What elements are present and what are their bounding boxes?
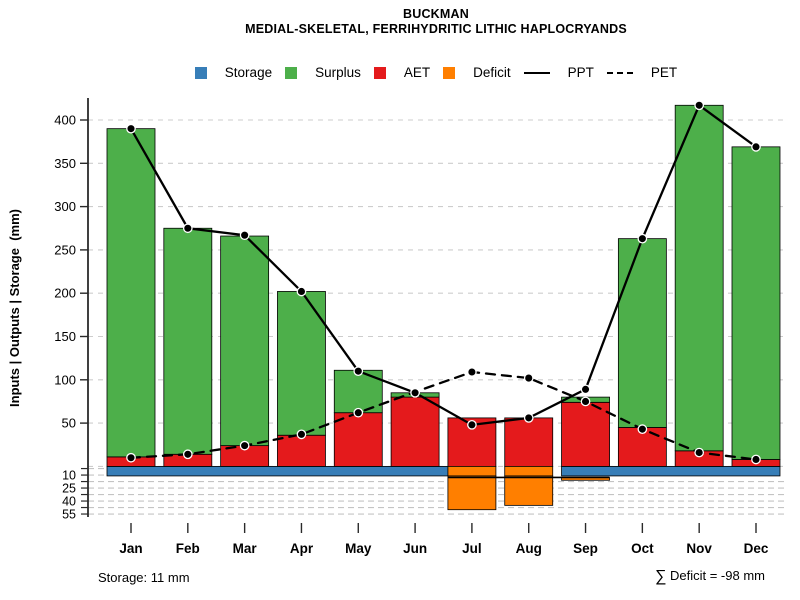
surplus-bar <box>731 146 781 460</box>
storage-swatch-icon <box>194 66 207 79</box>
pet-point <box>751 454 761 465</box>
y-lower-tick-label: 25 <box>62 482 76 496</box>
month-label: Aug <box>516 541 542 556</box>
y-tick-label: 50 <box>62 416 76 431</box>
chart-legend: Storage Surplus AET Deficit PPT PET <box>36 65 800 80</box>
month-label: Jun <box>403 541 427 556</box>
depleted-storage-band <box>447 465 497 477</box>
y-lower-tick-label: 55 <box>62 508 76 522</box>
aet-bar <box>277 434 326 467</box>
surplus-bar <box>674 104 724 452</box>
sigma-symbol: ∑ <box>654 568 667 585</box>
surplus-bar <box>617 238 667 428</box>
ppt-point <box>126 123 136 134</box>
storage-band <box>561 465 781 477</box>
legend-label: Deficit <box>473 65 511 80</box>
ppt-point <box>523 413 534 423</box>
legend-item-surplus: Surplus <box>285 65 361 80</box>
aet-swatch-icon <box>373 66 386 79</box>
legend-item-aet: AET <box>373 65 431 80</box>
depleted-storage-band <box>504 465 554 477</box>
ppt-point <box>637 233 648 244</box>
pet-line-sample-icon <box>606 71 633 74</box>
legend-label: Storage <box>224 65 273 80</box>
month-label: Jul <box>462 541 482 556</box>
ppt-point <box>410 387 420 398</box>
pet-point <box>182 449 193 460</box>
legend-item-ppt: PPT <box>523 65 594 80</box>
ppt-point <box>694 100 705 111</box>
y-tick-label: 250 <box>54 242 76 257</box>
aet-bar <box>504 417 554 467</box>
legend-item-pet: PET <box>606 65 678 80</box>
surplus-bar <box>277 291 326 436</box>
legend-label: Surplus <box>315 65 361 80</box>
chart-subtitle: MEDIAL-SKELETAL, FERRIHYDRITIC LITHIC HA… <box>245 22 627 36</box>
pet-point <box>694 447 705 458</box>
ppt-line-sample-icon <box>523 71 550 74</box>
y-tick-label: 350 <box>54 156 76 171</box>
ppt-point <box>239 230 250 241</box>
pet-point <box>126 452 136 463</box>
pet-point <box>296 429 307 440</box>
pet-point <box>580 396 591 407</box>
ppt-point <box>296 286 307 297</box>
surplus-bar <box>106 128 156 458</box>
legend-item-storage: Storage <box>194 65 273 80</box>
month-label: Nov <box>686 541 712 556</box>
deficit-sum-note: ∑ Deficit = -98 mm <box>655 568 765 586</box>
month-label: Mar <box>233 541 258 556</box>
aet-bar <box>333 412 383 467</box>
month-label: Apr <box>290 541 314 556</box>
pet-point <box>523 373 534 383</box>
deficit-bar <box>447 475 497 511</box>
pet-point <box>637 424 648 435</box>
legend-item-deficit: Deficit <box>443 65 511 80</box>
ppt-point <box>467 419 477 430</box>
month-label: Oct <box>631 541 654 556</box>
legend-label: PPT <box>567 65 594 80</box>
month-label: Feb <box>176 541 200 556</box>
storage-band <box>106 465 449 477</box>
ppt-line <box>129 103 758 427</box>
month-label: Dec <box>744 541 769 556</box>
legend-label: AET <box>403 65 431 80</box>
y-tick-label: 300 <box>54 199 76 214</box>
surplus-bar <box>220 235 270 447</box>
month-label: Jan <box>119 541 142 556</box>
ppt-point <box>182 223 193 234</box>
pet-point <box>239 440 250 451</box>
ppt-point <box>580 384 591 395</box>
ppt-point <box>353 366 364 376</box>
y-tick-label: 100 <box>54 372 76 387</box>
y-lower-tick-label: 10 <box>62 469 76 483</box>
y-tick-label: 400 <box>54 113 76 128</box>
deficit-sum-text: Deficit = -98 mm <box>666 568 765 583</box>
pet-point <box>353 407 364 418</box>
month-label: May <box>345 541 372 556</box>
y-tick-label: 200 <box>54 286 76 301</box>
month-label: Sep <box>573 541 598 556</box>
pet-line <box>129 370 758 461</box>
aet-bar <box>390 396 440 467</box>
deficit-bar <box>504 475 554 506</box>
storage-note: Storage: 11 mm <box>98 570 190 585</box>
deficit-swatch-icon <box>443 66 456 79</box>
ppt-point <box>751 141 761 152</box>
legend-label: PET <box>650 65 678 80</box>
y-tick-label: 150 <box>54 329 76 344</box>
aet-bar <box>561 401 610 467</box>
pet-point <box>467 367 477 377</box>
y-lower-tick-label: 40 <box>62 495 76 509</box>
y-axis-title: Inputs | Outputs | Storage (mm) <box>7 209 22 407</box>
surplus-swatch-icon <box>285 66 298 79</box>
surplus-bar <box>163 227 213 455</box>
chart-title: BUCKMAN <box>403 7 469 21</box>
